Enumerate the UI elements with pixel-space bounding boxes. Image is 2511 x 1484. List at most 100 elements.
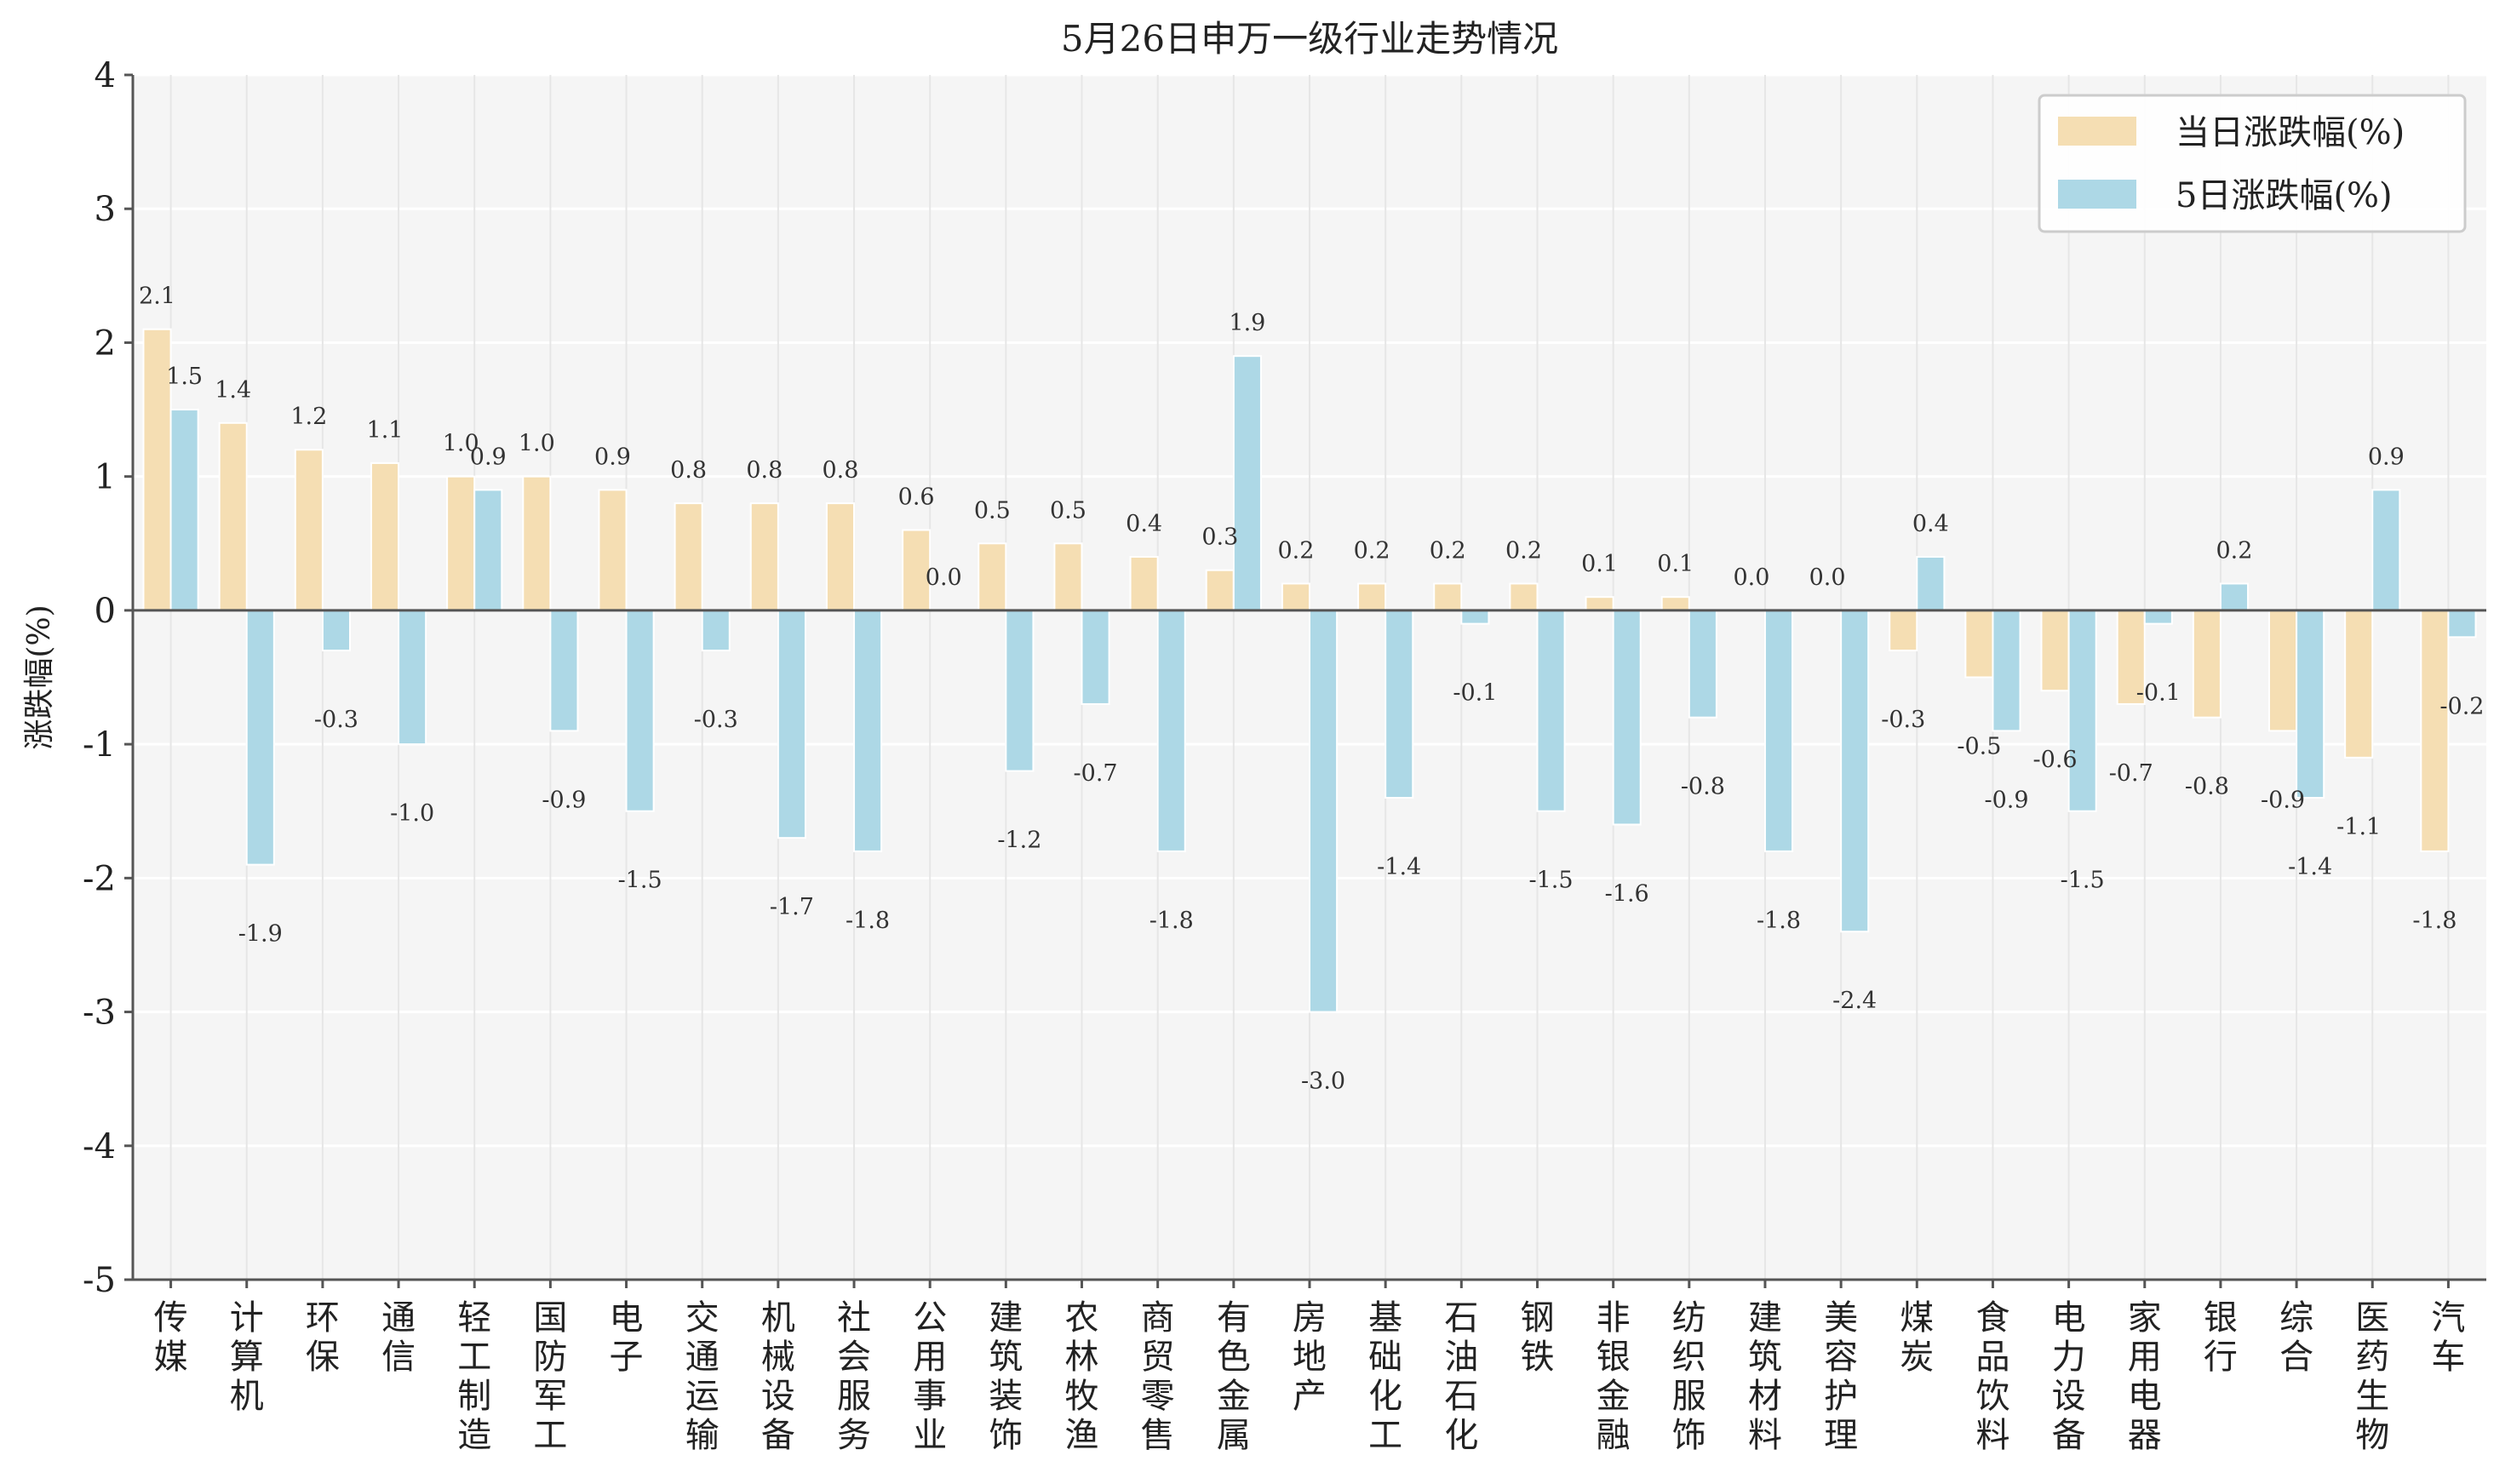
y-tick-label: 3	[95, 190, 116, 229]
bar-daily	[1889, 609, 1918, 652]
x-tick-label: 电子	[610, 1298, 644, 1377]
bar-5day	[549, 609, 579, 732]
x-tick-label: 公用事业	[913, 1298, 947, 1455]
x-tick-label: 有色金属	[1217, 1298, 1251, 1455]
bar-5day	[1916, 556, 1946, 611]
y-tick-label: 2	[95, 324, 116, 363]
data-label-5day: -0.7	[1074, 760, 1118, 787]
bar-5day	[625, 609, 655, 812]
data-label-5day: -1.8	[1149, 908, 1194, 934]
bar-daily	[1509, 582, 1539, 611]
bar-5day	[398, 609, 427, 746]
bar-5day	[777, 609, 806, 839]
bar-daily	[218, 421, 248, 611]
bar-5day	[1232, 355, 1262, 611]
data-label-daily: 0.0	[1809, 564, 1846, 591]
bar-daily	[1205, 569, 1235, 611]
data-label-5day: -1.4	[1377, 854, 1421, 880]
data-label-daily: 0.8	[823, 457, 859, 484]
data-label-daily: -0.5	[1957, 734, 2001, 760]
data-label-daily: 0.1	[1581, 551, 1618, 577]
data-label-5day: -0.9	[1984, 787, 2028, 813]
y-tick-label: -1	[83, 725, 116, 765]
bar-5day	[1005, 609, 1035, 772]
y-tick-label: 4	[95, 56, 116, 95]
data-label-daily: -0.7	[2109, 760, 2153, 787]
x-tick-label: 机械设备	[761, 1298, 795, 1455]
data-label-daily: 0.6	[898, 484, 935, 511]
chart-title: 5月26日申万一级行业走势情况	[1061, 18, 1558, 60]
data-label-daily: 0.2	[1505, 537, 1542, 564]
bar-5day	[1992, 609, 2021, 732]
data-label-daily: 0.2	[1430, 537, 1466, 564]
data-label-daily: 1.2	[290, 404, 327, 430]
data-label-5day: -1.8	[846, 908, 890, 934]
bar-5day	[321, 609, 352, 652]
bar-5day	[853, 609, 883, 852]
bar-5day	[169, 409, 199, 611]
x-tick-label: 汽车	[2431, 1298, 2465, 1377]
x-tick-label: 纺织服饰	[1672, 1298, 1706, 1455]
data-label-5day: -1.4	[2288, 854, 2332, 880]
data-label-5day: -1.5	[2061, 868, 2105, 894]
data-label-daily: 0.8	[746, 457, 783, 484]
bar-daily	[2040, 609, 2070, 692]
data-label-daily: 1.0	[519, 431, 555, 457]
bar-daily	[749, 502, 779, 611]
bar-5day	[1612, 609, 1642, 826]
data-label-5day: -1.5	[1529, 868, 1574, 894]
bar-5day	[1384, 609, 1414, 799]
x-tick-label: 银行	[2204, 1298, 2238, 1377]
x-tick-label: 房地产	[1293, 1298, 1327, 1416]
data-label-daily: 1.0	[443, 431, 479, 457]
y-tick-label: 0	[95, 592, 116, 631]
data-label-5day: -1.2	[997, 828, 1041, 854]
bar-daily	[1129, 556, 1159, 611]
data-label-5day: 1.9	[1229, 310, 1265, 336]
data-label-5day: -1.8	[1757, 908, 1801, 934]
bar-daily	[674, 502, 703, 611]
bar-5day	[2067, 609, 2097, 812]
x-tick-label: 家用电器	[2128, 1298, 2162, 1455]
bar-daily	[1357, 582, 1387, 611]
bar-5day	[1763, 609, 1794, 852]
bar-5day	[2296, 609, 2325, 799]
data-label-daily: 1.1	[367, 417, 404, 444]
data-label-daily: -0.3	[1881, 707, 1925, 733]
y-tick-label: -4	[83, 1127, 116, 1166]
bar-5day	[1081, 609, 1110, 705]
legend-swatch-daily	[2058, 117, 2136, 146]
data-label-daily: 0.0	[1733, 564, 1769, 591]
data-label-daily: -0.8	[2185, 774, 2229, 800]
data-label-5day: 1.5	[166, 364, 203, 390]
bar-daily	[2420, 609, 2450, 852]
data-labels: 2.11.41.21.11.0 1.00.90.8 0.8 0.80.60.5 0.50…	[139, 284, 2484, 1095]
x-tick-label: 非银金融	[1597, 1298, 1631, 1455]
bar-5day	[1460, 609, 1490, 625]
x-tick-label: 基础化工	[1368, 1298, 1402, 1455]
bar-daily	[977, 542, 1007, 611]
data-label-5day: -1.9	[238, 921, 283, 948]
data-label-daily: 0.5	[1050, 497, 1086, 524]
legend-label-daily: 当日涨跌幅(%)	[2176, 113, 2405, 152]
data-label-5day: 0.9	[2368, 444, 2405, 470]
bar-5day	[2447, 609, 2477, 639]
data-label-daily: 2.1	[139, 284, 175, 310]
y-axis-label: 涨跌幅(%)	[22, 604, 57, 749]
bar-daily	[522, 475, 552, 611]
legend-box	[2038, 94, 2467, 233]
bar-daily	[294, 449, 324, 611]
data-label-daily: 0.2	[1354, 537, 1390, 564]
x-tick-label: 美容护理	[1824, 1298, 1858, 1455]
bar-5day	[245, 609, 275, 866]
data-label-5day: -0.3	[314, 707, 358, 733]
data-label-5day: -0.2	[2439, 693, 2484, 719]
bar-daily	[1281, 582, 1311, 611]
x-tick-label: 社会服务	[837, 1298, 871, 1455]
data-label-daily: -0.6	[2033, 747, 2078, 773]
data-label-5day: -1.6	[1605, 880, 1649, 907]
data-label-5day: -1.0	[390, 800, 434, 827]
data-label-5day: -3.0	[1301, 1069, 1345, 1095]
legend: 当日涨跌幅(%) 5日涨跌幅(%)	[2038, 94, 2467, 233]
